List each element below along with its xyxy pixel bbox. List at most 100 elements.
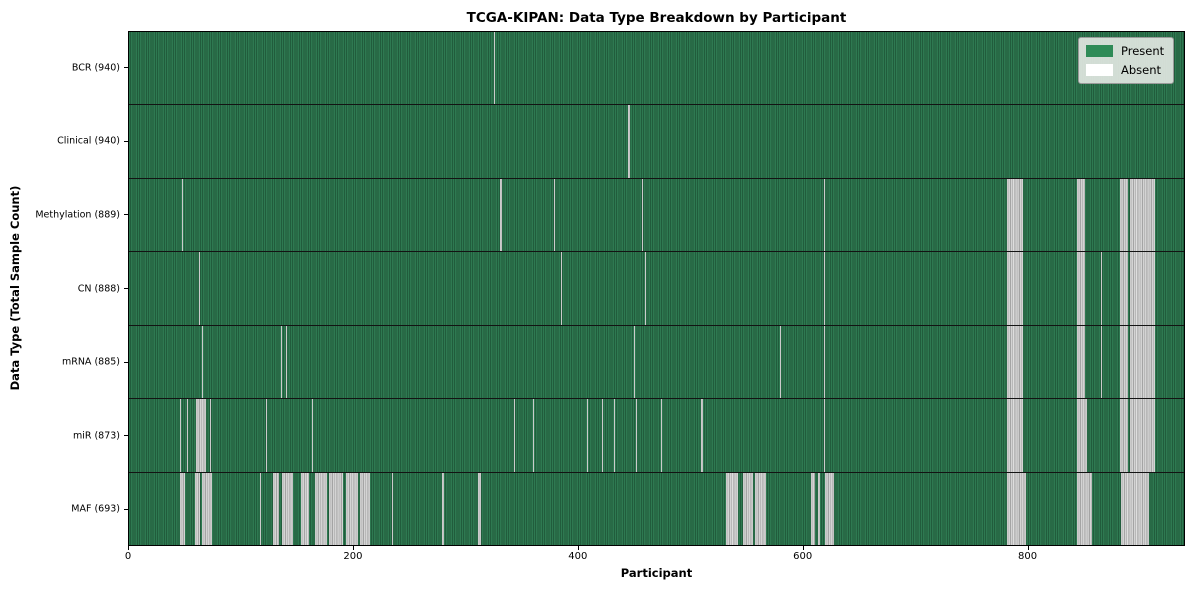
absent-segment (328, 472, 344, 545)
absent-segment (779, 325, 782, 399)
absent-segment (533, 399, 535, 472)
x-tick-label: 800 (1018, 551, 1038, 562)
absent-segment (1130, 178, 1155, 252)
absent-segment (1006, 178, 1024, 252)
absent-segment (726, 472, 739, 545)
absent-segment (311, 399, 314, 472)
legend-label-absent: Absent (1121, 63, 1162, 77)
y-tick-label-maf: MAF (693) (71, 503, 120, 515)
absent-segment (742, 472, 753, 545)
x-tick-mark (352, 546, 354, 550)
absent-segment (209, 399, 211, 472)
y-tick-mark (124, 288, 128, 289)
chart-title: TCGA-KIPAN: Data Type Breakdown by Parti… (466, 10, 847, 26)
absent-segment (1130, 399, 1155, 472)
x-tick-mark (577, 546, 579, 550)
absent-segment (701, 399, 703, 472)
x-tick-label: 600 (793, 551, 813, 562)
y-tick-label-methylation: Methylation (889) (35, 209, 120, 221)
absent-segment (300, 472, 309, 545)
absent-segment (1100, 252, 1103, 325)
absent-segment (586, 399, 589, 472)
legend-label-present: Present (1121, 44, 1165, 58)
x-tick-label: 200 (343, 551, 363, 562)
absent-segment (755, 472, 767, 545)
absent-segment (1006, 252, 1024, 325)
absent-segment (1077, 252, 1086, 325)
absent-segment (823, 325, 825, 399)
x-axis-label: Participant (620, 566, 693, 580)
absent-segment (265, 399, 268, 472)
heatmap-row-methylation (129, 177, 1184, 252)
legend-entry-absent: Absent (1086, 63, 1164, 77)
y-tick-label-cn: CN (888) (77, 283, 120, 294)
absent-segment (823, 178, 825, 252)
absent-segment (818, 472, 821, 545)
x-tick-mark (802, 546, 804, 550)
absent-segment (187, 399, 189, 472)
x-tick-label: 400 (568, 551, 588, 562)
absent-segment (286, 325, 288, 399)
absent-segment (513, 399, 516, 472)
y-tick-mark (124, 361, 128, 363)
absent-segment (641, 178, 644, 252)
y-tick-label-clinical: Clinical (940) (57, 135, 120, 147)
absent-segment (561, 252, 563, 325)
absent-segment (645, 252, 647, 325)
absent-segment (500, 178, 502, 252)
absent-segment (1130, 325, 1155, 399)
absent-segment (391, 472, 393, 545)
absent-segment (280, 325, 282, 399)
absent-segment (360, 472, 371, 545)
absent-segment (660, 399, 663, 472)
x-tick-mark (128, 546, 129, 550)
absent-segment (1130, 252, 1155, 325)
absent-segment (179, 472, 186, 545)
y-tick-label-bcr: BCR (940) (71, 62, 120, 74)
absent-segment (1120, 178, 1128, 252)
heatmap-row-cn (129, 251, 1184, 325)
legend-entry-present: Present (1086, 44, 1164, 58)
absent-segment (554, 178, 556, 252)
absent-segment (1077, 178, 1086, 252)
absent-segment (1077, 399, 1088, 472)
heatmap-row-mir (129, 398, 1184, 472)
heatmap-row-bcr (129, 32, 1184, 105)
absent-segment (1120, 325, 1128, 399)
absent-segment (1120, 399, 1128, 472)
absent-segment (1077, 325, 1086, 399)
absent-segment (1077, 472, 1092, 545)
absent-segment (345, 472, 358, 545)
absent-segment (1100, 325, 1103, 399)
absent-segment (478, 472, 482, 545)
absent-segment (201, 325, 204, 399)
heatmap-row-mrna (129, 324, 1184, 399)
absent-segment (1121, 472, 1150, 545)
absent-segment (260, 472, 262, 545)
absent-segment (613, 399, 615, 472)
absent-segment (1120, 252, 1128, 325)
absent-swatch-icon (1086, 64, 1113, 76)
absent-segment (634, 325, 636, 399)
absent-segment (179, 399, 181, 472)
absent-segment (823, 399, 825, 472)
heatmap-row-maf (129, 471, 1184, 545)
absent-segment (601, 399, 603, 472)
absent-segment (636, 399, 638, 472)
absent-segment (315, 472, 327, 545)
absent-segment (201, 472, 213, 545)
y-tick-mark (124, 435, 128, 437)
present-swatch-icon (1086, 45, 1113, 57)
x-tick-label: 0 (124, 551, 132, 562)
heatmap-row-clinical (129, 104, 1184, 178)
x-tick-mark (1027, 546, 1029, 550)
y-tick-label-mir: miR (873) (72, 430, 120, 442)
absent-segment (196, 399, 207, 472)
absent-segment (198, 252, 200, 325)
absent-segment (1006, 399, 1024, 472)
y-tick-label-mrna: mRNA (885) (61, 356, 120, 368)
y-tick-mark (124, 67, 128, 69)
absent-segment (1006, 325, 1024, 399)
y-tick-mark (124, 508, 128, 510)
